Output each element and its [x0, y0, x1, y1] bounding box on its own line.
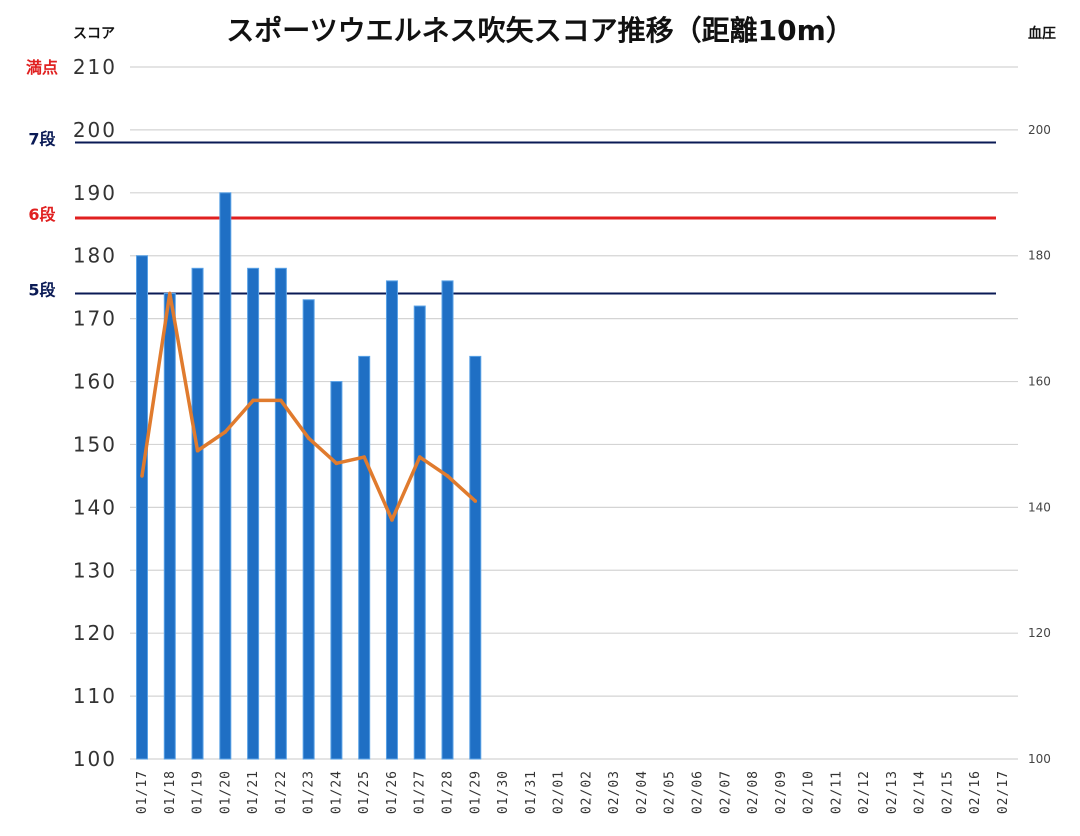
x-tick-label: 01/24 [329, 770, 344, 814]
x-tick-label: 02/05 [663, 770, 678, 814]
y-tick-label-right: 200 [1028, 123, 1051, 137]
line-point [445, 474, 450, 478]
y-tick-label-left: 160 [73, 370, 117, 394]
x-tick-label: 01/22 [274, 770, 289, 814]
x-tick-label: 01/18 [163, 770, 178, 814]
x-tick-label: 02/10 [802, 770, 817, 814]
line-point [195, 448, 200, 453]
right-axis-label: 血圧 [1028, 25, 1056, 42]
line-point [223, 430, 228, 434]
x-tick-label: 02/12 [857, 770, 872, 814]
line-point [251, 398, 255, 403]
line-point [140, 474, 144, 478]
x-tick-label: 02/07 [718, 770, 733, 814]
x-tick-label: 01/29 [468, 770, 483, 814]
bar [136, 255, 148, 760]
chart-title: スポーツウエルネス吹矢スコア推移（距離10m） [226, 14, 854, 47]
line-point [279, 398, 283, 403]
x-tick-label: 02/17 [996, 770, 1011, 814]
right-y-axis: 100 120 140 160 180 200 [1028, 123, 1051, 766]
x-tick-label: 01/19 [191, 770, 206, 814]
x-tick-label: 01/23 [302, 770, 317, 814]
y-tick-label-left: 200 [73, 118, 117, 142]
line-point [362, 455, 366, 459]
y-tick-label-left: 120 [73, 621, 117, 645]
line-point [473, 499, 478, 503]
bar [358, 355, 371, 760]
x-tick-label: 01/21 [246, 770, 261, 814]
line-point [417, 455, 422, 459]
reference-label: 満点 [26, 58, 58, 77]
bar-series [136, 192, 482, 760]
line-series [140, 291, 478, 522]
x-tick-label: 02/09 [774, 770, 789, 814]
x-tick-label: 02/02 [579, 770, 594, 814]
y-tick-label-left: 180 [73, 244, 117, 268]
line-point [390, 518, 394, 522]
x-tick-label: 01/26 [385, 770, 400, 814]
bar [219, 192, 232, 760]
line-point [167, 291, 172, 296]
x-tick-label: 01/28 [441, 770, 456, 814]
x-tick-label: 02/14 [913, 770, 928, 814]
y-tick-label-right: 100 [1028, 752, 1051, 766]
x-tick-label: 02/11 [829, 770, 844, 814]
bar [274, 267, 287, 760]
x-tick-label: 01/27 [413, 770, 428, 814]
x-tick-label: 01/31 [524, 770, 539, 814]
bar [302, 299, 315, 760]
bar [163, 292, 176, 760]
left-axis-label: スコア [73, 26, 115, 42]
line-point [334, 461, 339, 466]
y-tick-label-left: 110 [73, 684, 117, 708]
y-tick-label-left: 170 [73, 307, 117, 331]
x-tick-label: 02/01 [552, 770, 567, 814]
bar [247, 267, 260, 760]
y-tick-label-left: 140 [73, 495, 117, 519]
line-point [306, 436, 311, 440]
bar [441, 280, 454, 760]
x-tick-label: 02/15 [940, 770, 955, 814]
grid [130, 66, 1018, 760]
y-tick-label-right: 180 [1028, 249, 1051, 263]
bar [191, 267, 204, 760]
x-tick-label: 02/04 [635, 770, 650, 814]
reference-label: 6段 [28, 205, 56, 224]
bar [330, 381, 343, 760]
reference-lines: 満点 7段 6段 5段 [26, 58, 996, 299]
y-tick-label-left: 130 [73, 558, 117, 582]
bar [469, 355, 482, 760]
x-tick-label: 02/06 [690, 770, 705, 814]
x-tick-label: 01/20 [218, 770, 233, 814]
y-tick-label-right: 140 [1028, 500, 1051, 514]
y-tick-label-left: 100 [73, 747, 117, 771]
x-tick-label: 01/17 [135, 770, 150, 814]
x-tick-label: 02/13 [885, 770, 900, 814]
left-y-axis: 100 110 120 130 140 150 160 170 180 190 200 210 [73, 55, 117, 771]
reference-label: 5段 [28, 280, 56, 299]
reference-label: 7段 [28, 129, 56, 148]
y-tick-label-right: 120 [1028, 626, 1051, 640]
y-tick-label-left: 150 [73, 432, 117, 456]
y-tick-label-left: 190 [73, 181, 117, 205]
y-tick-label-right: 160 [1028, 375, 1051, 389]
x-tick-label: 01/30 [496, 770, 511, 814]
x-tick-label: 02/16 [968, 770, 983, 814]
x-tick-label: 02/08 [746, 770, 761, 814]
x-axis: 01/17 01/18 01/19 01/20 01/21 01/22 01/23 01/24… [135, 770, 1011, 814]
bar [413, 305, 426, 760]
x-tick-label: 01/25 [357, 770, 372, 814]
x-tick-label: 02/03 [607, 770, 622, 814]
y-tick-label-left: 210 [73, 55, 117, 79]
